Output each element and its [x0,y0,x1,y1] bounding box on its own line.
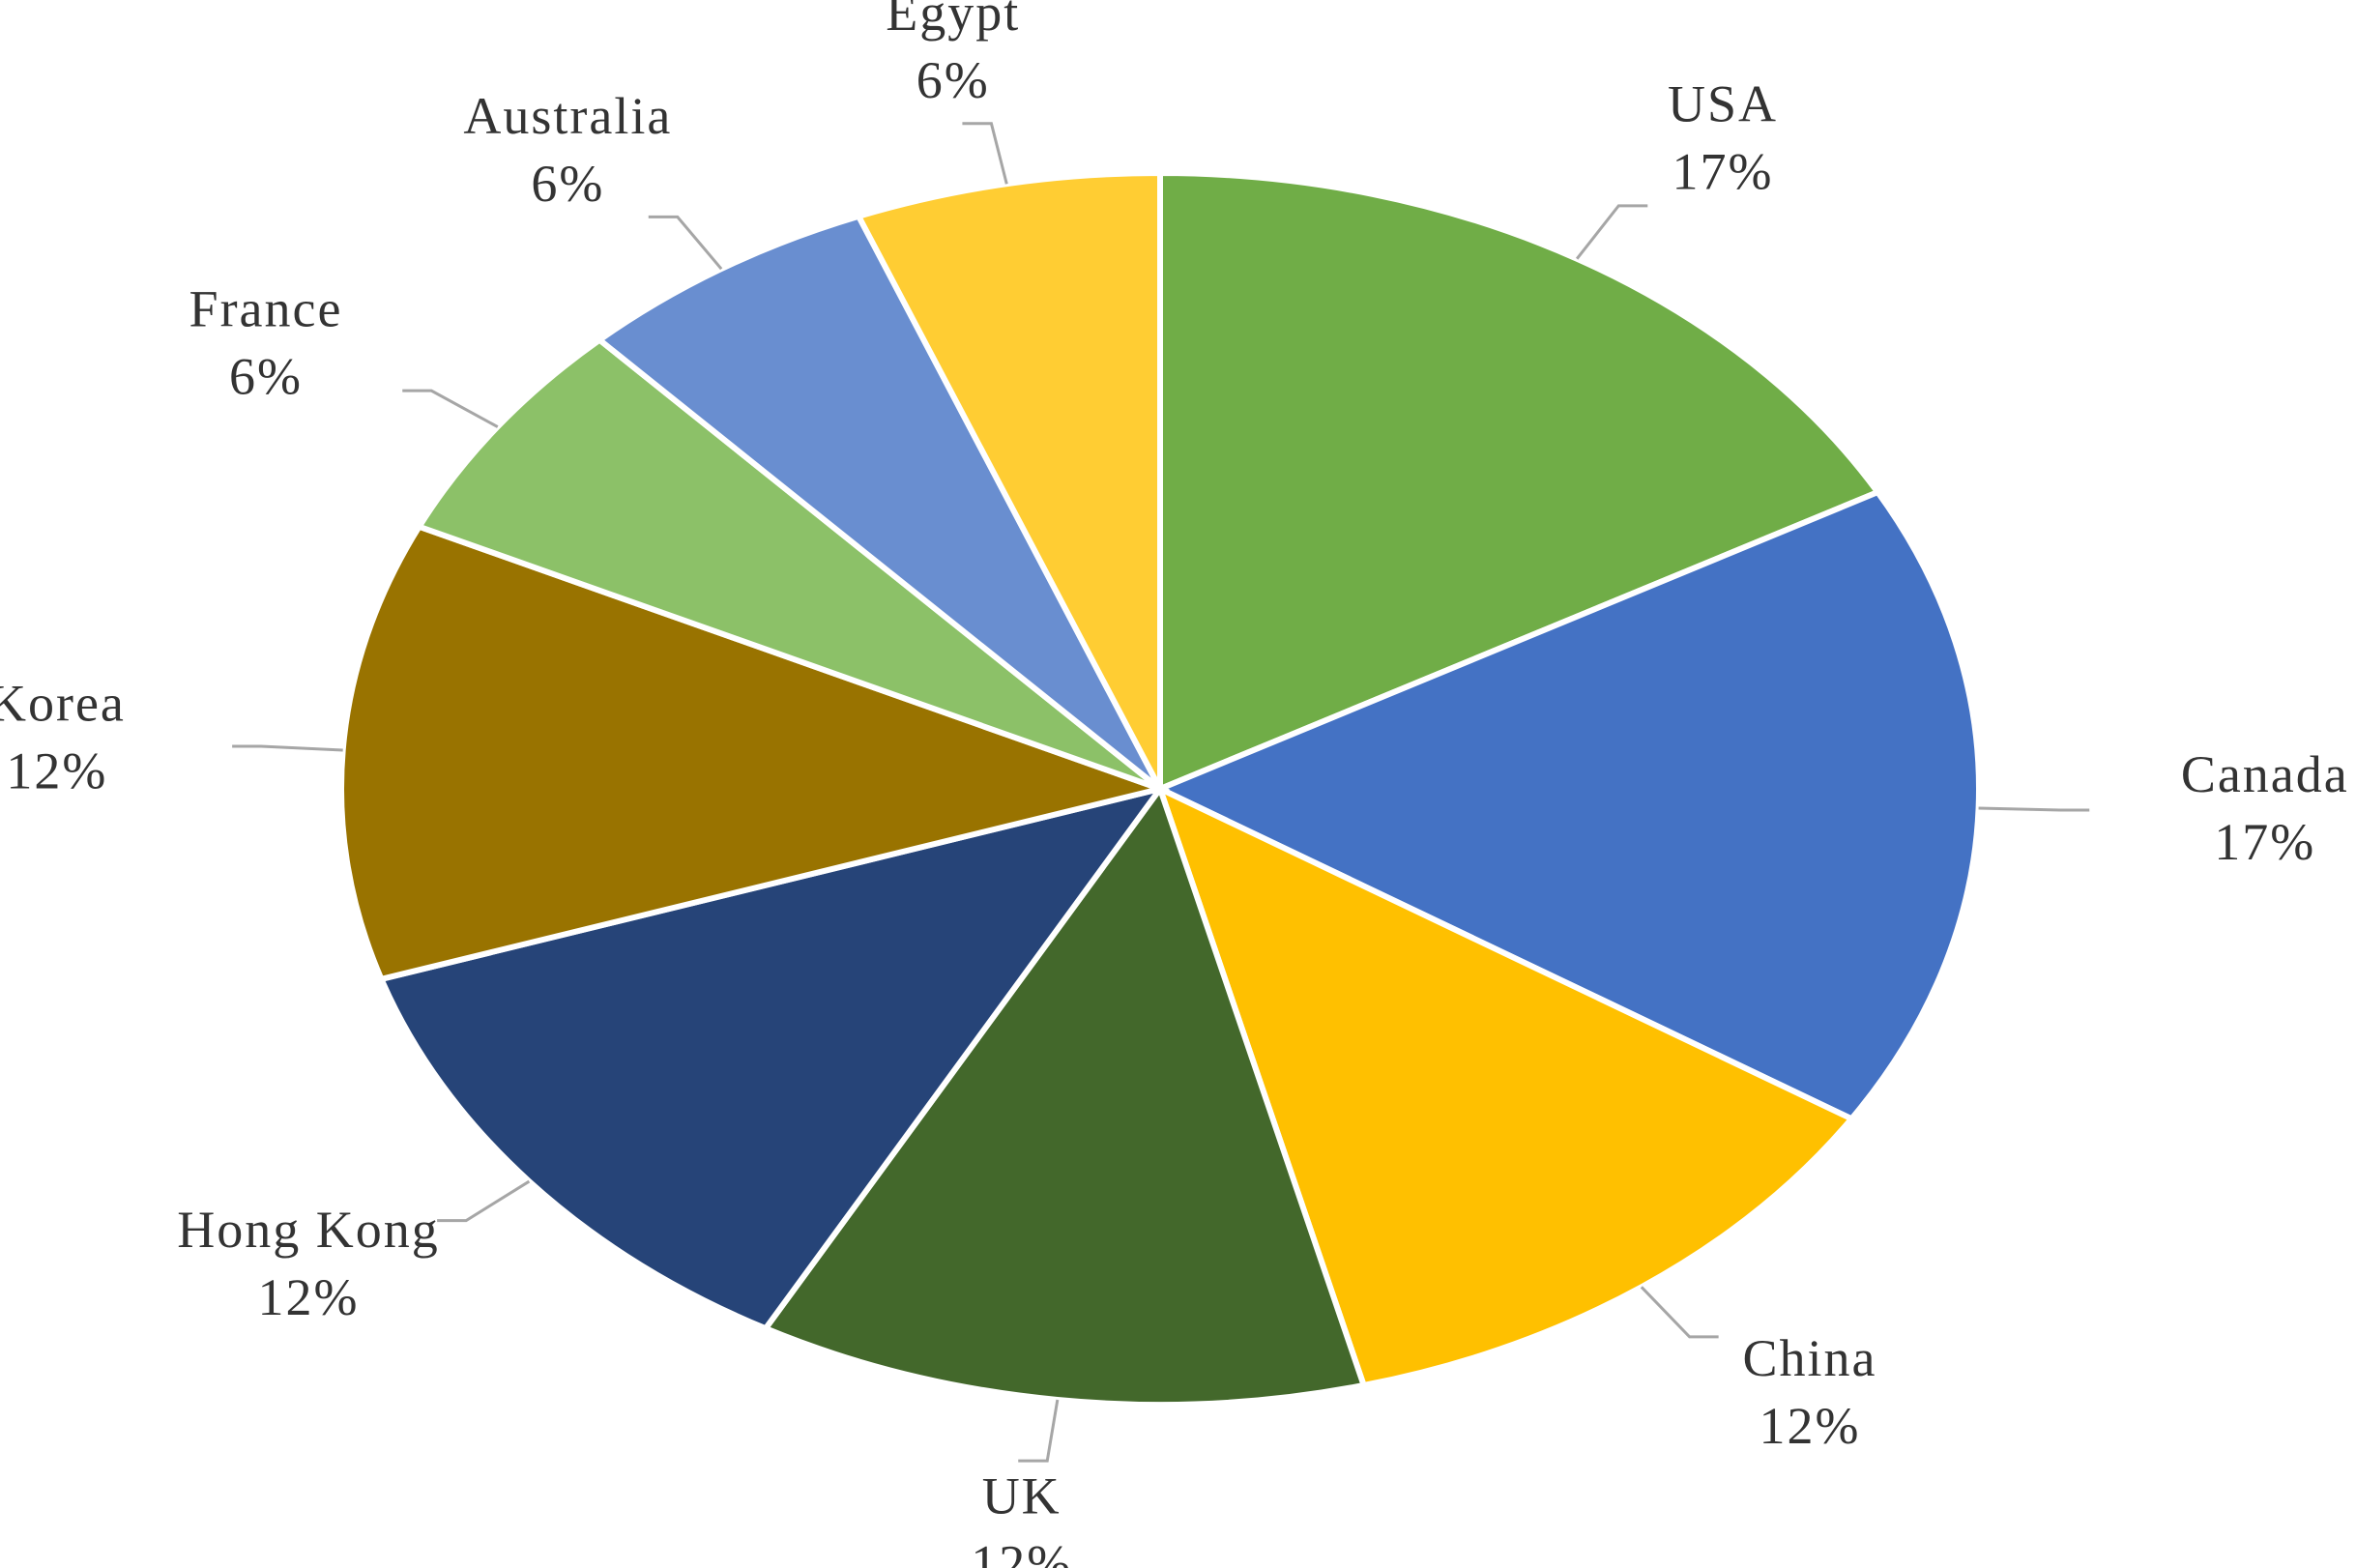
leader-line [437,1179,531,1223]
slice-label: Korea [0,675,126,733]
pie-slice [1154,783,1856,1389]
pie-slice [338,523,1171,983]
slice-value-label: 12% [6,742,107,800]
slice-value-label: 12% [258,1268,360,1326]
slice-value-label: 6% [229,348,303,406]
slice-value-label: 17% [2214,813,2315,871]
leader-line [232,744,343,752]
pie-slice [377,784,1168,1332]
slice-value-label: 6% [531,155,604,213]
slice-label: Egypt [886,0,1020,42]
slice-value-label: 6% [916,51,990,109]
leader-line [962,122,1008,185]
leader-line [1575,204,1648,260]
slice-label: UK [982,1466,1062,1524]
slice-label: Hong Kong [177,1201,440,1259]
leader-line [1640,1286,1719,1339]
leader-line [648,215,723,271]
slice-value-label: 12% [971,1534,1072,1568]
leader-line [1978,806,2090,812]
leader-line [402,389,499,428]
pie-slice [1157,169,1882,794]
slice-label: USA [1668,74,1778,132]
pie-slice [761,782,1368,1408]
slice-label: Canada [2181,745,2349,803]
slice-value-label: 12% [1760,1397,1861,1455]
slice-value-label: 17% [1672,142,1774,200]
slice-label: China [1743,1329,1877,1387]
slice-label: Australia [463,87,672,145]
slice-label: France [189,280,343,338]
leader-line [1018,1399,1060,1463]
